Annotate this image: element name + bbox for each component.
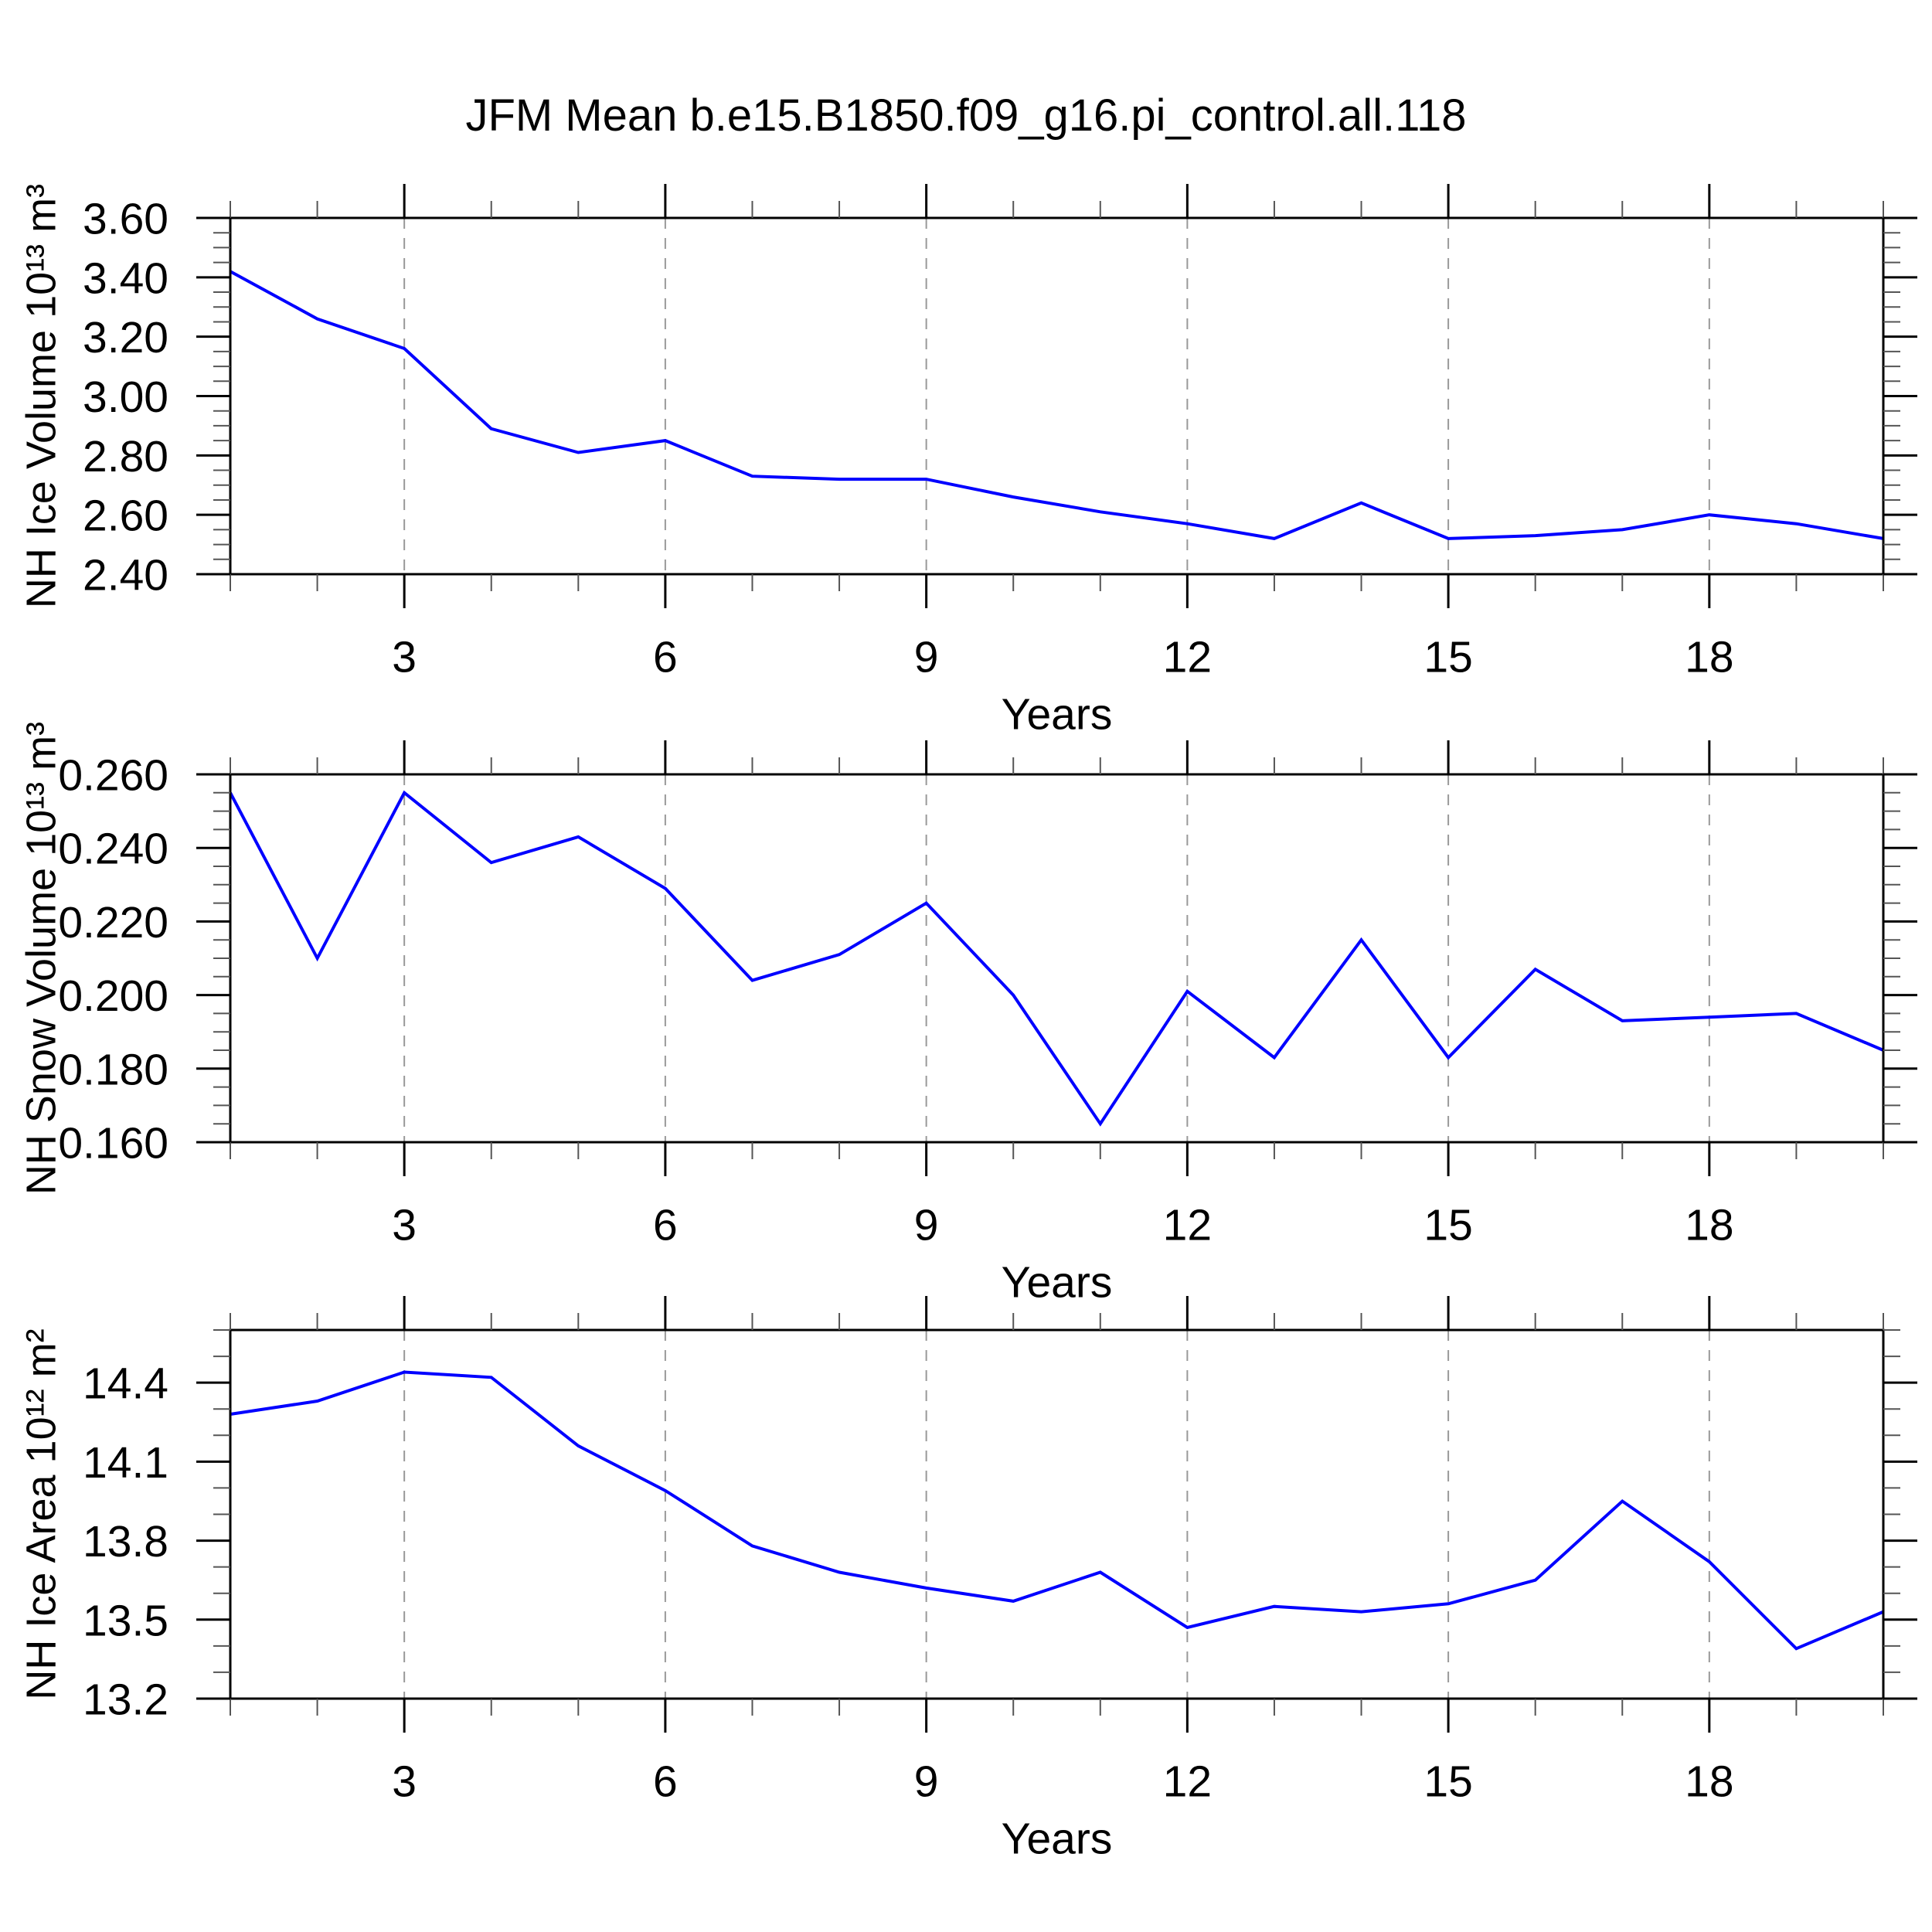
x-tick-label: 3 <box>392 1201 417 1250</box>
y-ticks <box>196 216 1917 576</box>
x-tick-labels: 3 6 9 12 15 18 <box>392 1201 1733 1250</box>
y-tick-labels: 2.40 2.60 2.80 3.00 3.20 3.40 3.60 <box>83 195 168 600</box>
y-tick-label: 3.60 <box>83 195 168 244</box>
y-axis-title: NH Ice Area 10¹² m² <box>18 1328 64 1699</box>
x-tick-label: 15 <box>1423 1757 1472 1807</box>
x-ticks <box>230 184 1884 608</box>
x-tick-label: 18 <box>1685 1757 1733 1807</box>
line-series-nh-snow-volume <box>229 790 1884 1127</box>
plot-box <box>229 216 1885 576</box>
chart-title: JFM Mean b.e15.B1850.f09_g16.pi_control.… <box>465 90 1467 141</box>
x-tick-label: 9 <box>914 633 939 682</box>
x-tick-labels: 3 6 9 12 15 18 <box>392 633 1733 682</box>
y-tick-label: 0.180 <box>58 1045 168 1094</box>
panel-nh-snow-volume: 0.160 0.180 0.200 0.220 0.240 0.260 3 6 9 12 15 18 Y… <box>18 722 1917 1308</box>
x-axis-title: Years <box>1002 1815 1113 1864</box>
plot-box <box>229 773 1885 1144</box>
y-tick-label: 0.220 <box>58 898 168 947</box>
y-tick-label: 13.5 <box>83 1596 168 1645</box>
y-tick-label: 3.20 <box>83 313 168 362</box>
x-tick-label: 9 <box>914 1757 939 1807</box>
x-ticks <box>230 740 1884 1176</box>
x-tick-label: 6 <box>653 633 678 682</box>
x-tick-label: 15 <box>1423 633 1472 682</box>
x-tick-label: 15 <box>1423 1201 1472 1250</box>
x-tick-label: 3 <box>392 1757 417 1807</box>
x-tick-label: 6 <box>653 1757 678 1807</box>
y-tick-label: 14.1 <box>83 1438 168 1488</box>
x-tick-label: 3 <box>392 633 417 682</box>
y-tick-label: 0.200 <box>58 971 168 1021</box>
panel-nh-ice-area: 13.2 13.5 13.8 14.1 14.4 3 6 9 12 15 18 Years NH Ice… <box>18 1296 1917 1864</box>
x-ticks <box>230 1296 1884 1733</box>
y-tick-label: 3.40 <box>83 253 168 303</box>
y-tick-labels: 0.160 0.180 0.200 0.220 0.240 0.260 <box>58 751 168 1168</box>
gridlines <box>403 774 1710 1142</box>
x-tick-label: 12 <box>1163 1757 1212 1807</box>
y-tick-label: 13.8 <box>83 1517 168 1566</box>
y-ticks <box>196 1329 1917 1700</box>
y-tick-label: 14.4 <box>83 1359 168 1409</box>
x-tick-label: 12 <box>1163 633 1212 682</box>
x-tick-labels: 3 6 9 12 15 18 <box>392 1757 1733 1807</box>
x-tick-label: 18 <box>1685 633 1733 682</box>
plot-box <box>229 1328 1885 1700</box>
y-tick-label: 2.40 <box>83 551 168 600</box>
line-series-nh-ice-volume <box>230 270 1884 540</box>
x-tick-label: 18 <box>1685 1201 1733 1250</box>
gridlines <box>403 218 1710 574</box>
y-tick-label: 0.240 <box>58 825 168 874</box>
x-axis-title: Years <box>1002 690 1113 740</box>
y-tick-label: 2.80 <box>83 432 168 481</box>
x-tick-label: 12 <box>1163 1201 1212 1250</box>
y-axis-title: NH Ice Volume 10¹³ m³ <box>18 184 64 608</box>
panel-nh-ice-volume: 2.40 2.60 2.80 3.00 3.20 3.40 3.60 3 6 9 12 15 18 Yea… <box>18 184 1917 740</box>
y-axis-title: NH Snow Volume 10¹³ m³ <box>18 722 64 1195</box>
gridlines <box>403 1330 1710 1699</box>
y-tick-labels: 13.2 13.5 13.8 14.1 14.4 <box>83 1359 168 1725</box>
x-axis-title: Years <box>1002 1258 1113 1308</box>
y-tick-label: 0.260 <box>58 751 168 801</box>
x-tick-label: 9 <box>914 1201 939 1250</box>
x-tick-label: 6 <box>653 1201 678 1250</box>
y-tick-label: 0.160 <box>58 1119 168 1168</box>
y-tick-label: 13.2 <box>83 1675 168 1725</box>
y-ticks <box>196 773 1917 1144</box>
y-tick-label: 2.60 <box>83 492 168 541</box>
y-tick-label: 3.00 <box>83 372 168 422</box>
line-series-nh-ice-area <box>230 1370 1884 1651</box>
